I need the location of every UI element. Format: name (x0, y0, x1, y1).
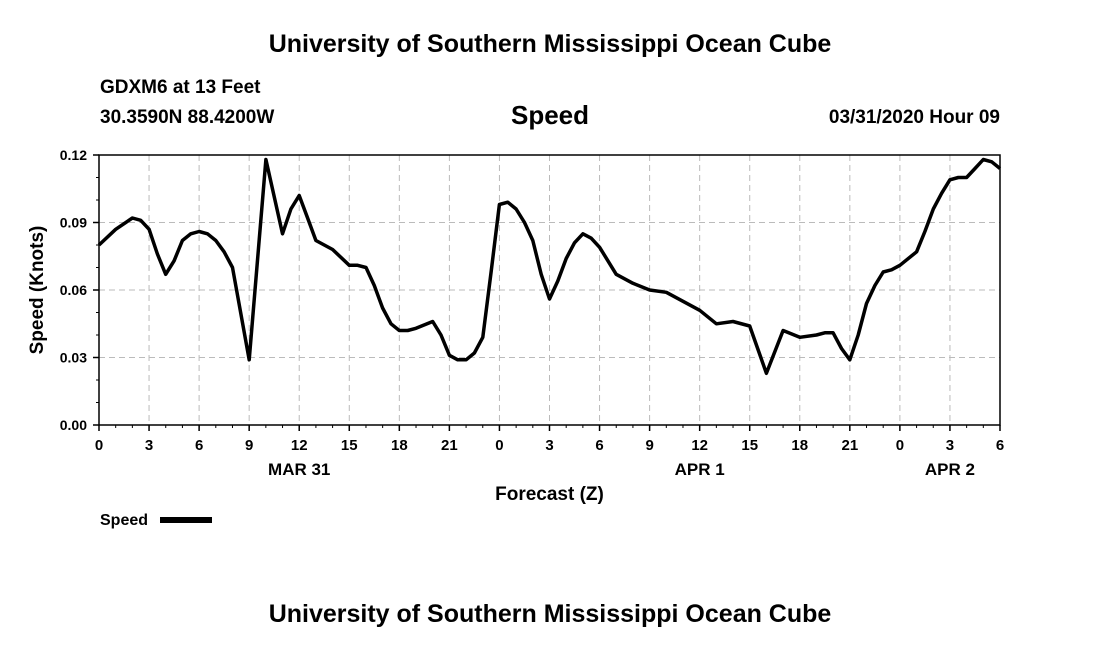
x-tick-label: 6 (195, 437, 203, 454)
x-tick-label: 0 (95, 437, 103, 454)
footer-title: University of Southern Mississippi Ocean… (268, 600, 832, 628)
forecast-datetime: 03/31/2020 Hour 09 (828, 107, 1000, 128)
station-label: GDXM6 at 13 Feet (100, 77, 261, 98)
chart-title: Speed (510, 100, 590, 130)
x-tick-label: 3 (145, 437, 153, 454)
x-tick-label: 15 (741, 437, 758, 454)
x-tick-label: 0 (495, 437, 503, 454)
x-tick-label: 12 (291, 437, 308, 454)
y-tick-label: 0.12 (60, 147, 87, 163)
y-axis-label: Speed (Knots) (27, 226, 48, 355)
x-tick-label: 6 (996, 437, 1004, 454)
legend-swatch (160, 517, 212, 523)
date-label: MAR 31 (268, 460, 330, 479)
page-title: University of Southern Mississippi Ocean… (268, 30, 832, 58)
x-tick-label: 21 (841, 437, 858, 454)
date-label: APR 1 (675, 460, 725, 479)
date-label: APR 2 (925, 460, 975, 479)
x-tick-label: 6 (595, 437, 603, 454)
y-tick-label: 0.03 (60, 350, 87, 366)
x-tick-label: 3 (545, 437, 553, 454)
x-tick-label: 9 (245, 437, 253, 454)
x-tick-label: 0 (896, 437, 904, 454)
x-axis-label: Forecast (Z) (495, 484, 604, 505)
x-tick-label: 12 (691, 437, 708, 454)
y-tick-label: 0.00 (60, 417, 87, 433)
y-tick-label: 0.09 (60, 215, 87, 231)
legend-label: Speed (100, 512, 148, 529)
x-tick-label: 18 (791, 437, 808, 454)
coordinates-label: 30.3590N 88.4200W (100, 107, 275, 128)
x-tick-label: 15 (341, 437, 358, 454)
x-tick-label: 18 (391, 437, 408, 454)
y-tick-label: 0.06 (60, 282, 87, 298)
speed-series-line (97, 157, 1002, 376)
legend: Speed (100, 512, 212, 529)
x-tick-label: 21 (441, 437, 458, 454)
x-tick-label: 3 (946, 437, 954, 454)
axis-ticks: 0 3 6 9 12 15 18 21 0 3 6 9 12 15 18 21 0 3 6 0.00 0.03 0.06 0… (60, 147, 1004, 479)
x-tick-label: 9 (645, 437, 653, 454)
grid-lines (98, 154, 1001, 426)
